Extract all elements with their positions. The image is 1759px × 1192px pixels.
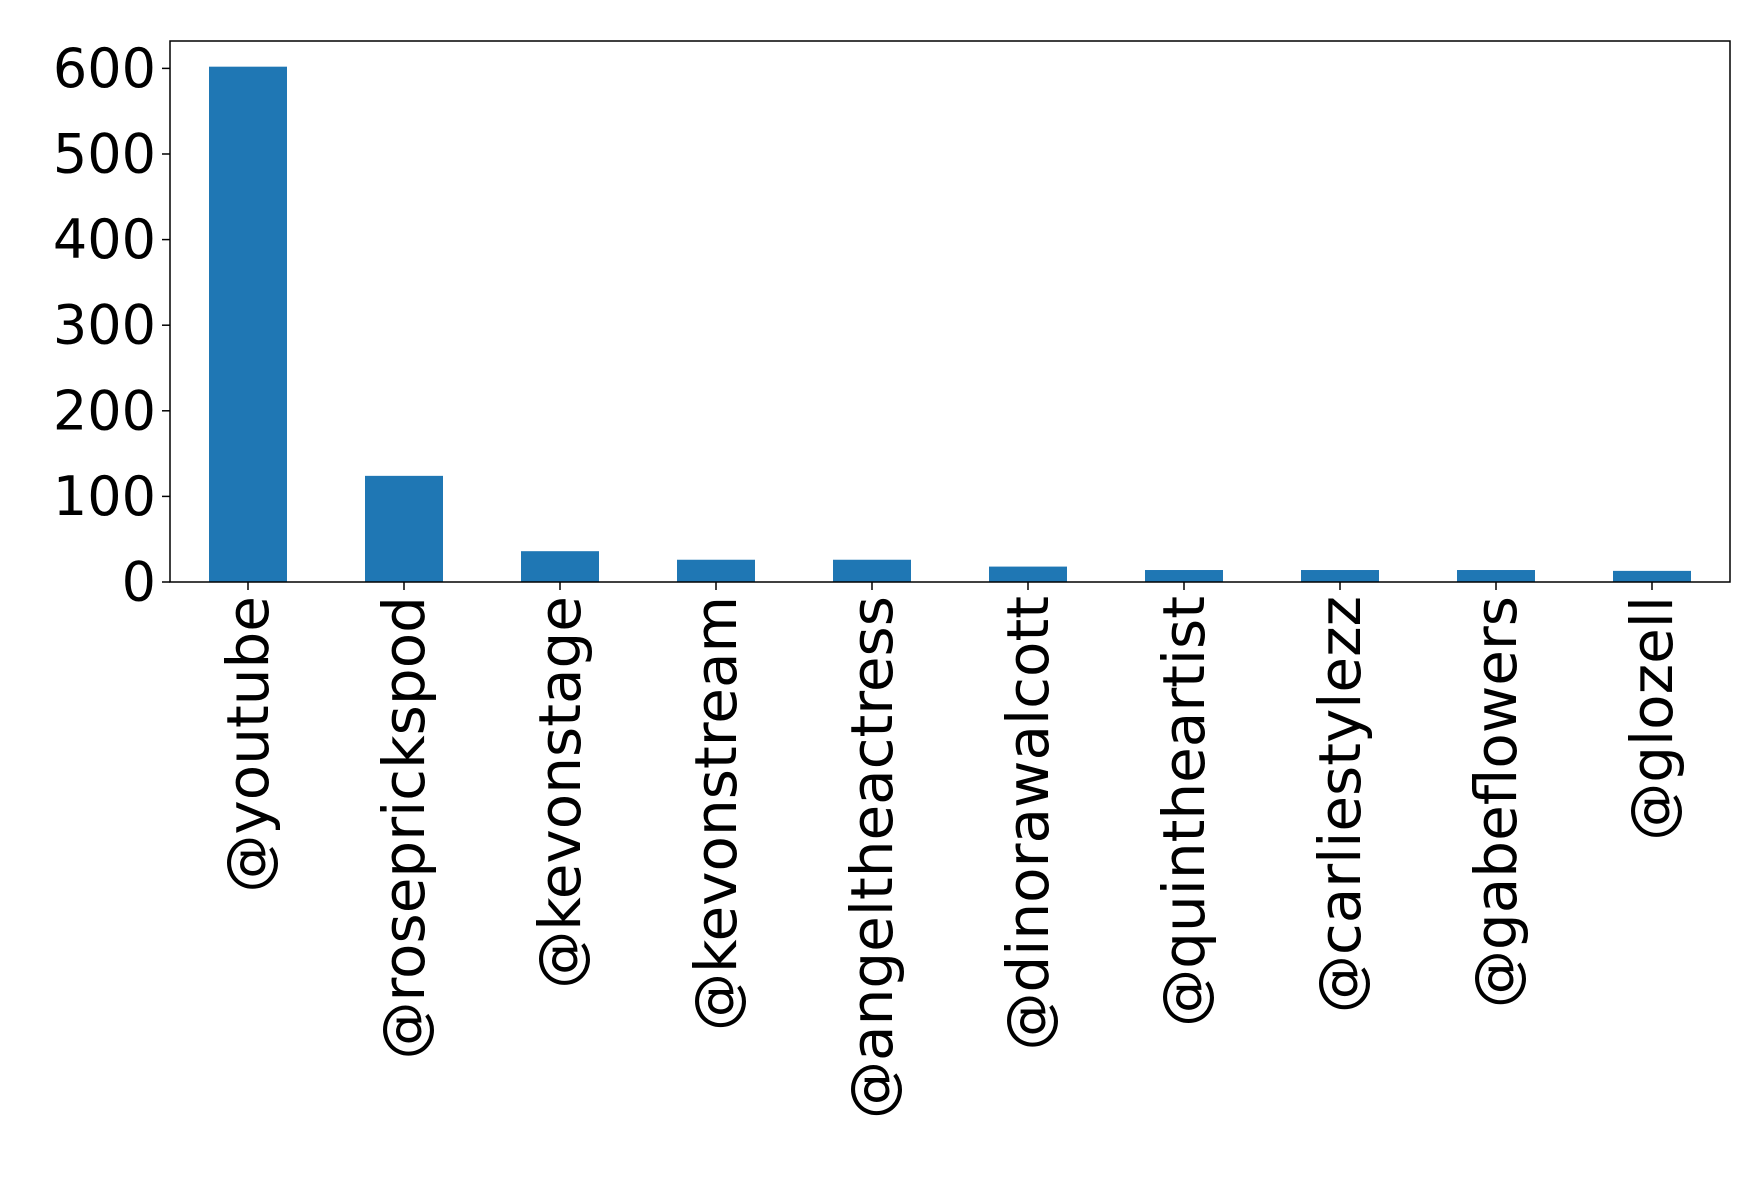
y-tick-label: 600 (53, 37, 156, 100)
x-tick-label: @quintheartist (1150, 596, 1218, 1027)
y-tick-label: 300 (53, 294, 156, 357)
y-tick-label: 200 (53, 379, 156, 442)
bar-roseprickspod (365, 475, 443, 582)
bar-youtube (209, 66, 287, 583)
bar-glozell (1613, 570, 1691, 582)
y-tick-label: 100 (53, 465, 156, 528)
x-tick-label: @dinorawalcott (994, 596, 1062, 1051)
bar-angeltheactress (833, 559, 911, 582)
y-tick-label: 400 (53, 208, 156, 271)
bar-kevonstage (521, 551, 599, 582)
y-ticks-group: 0 100 200 300 400 500 600 (53, 37, 170, 614)
x-tick-label: @carliestylezz (1306, 596, 1374, 1013)
y-tick-label: 500 (53, 122, 156, 185)
bar-quintheartist (1145, 570, 1223, 582)
x-tick-label: @kevonstream (682, 596, 750, 1031)
bar-kevonstream (677, 559, 755, 582)
x-tick-label: @youtube (214, 596, 282, 893)
x-tick-label: @roseprickspod (370, 596, 438, 1060)
bar-carliestylezz (1301, 570, 1379, 582)
x-tick-label: @angeltheactress (838, 596, 906, 1119)
bar-gabeflowers (1457, 570, 1535, 582)
bar-dinorawalcott (989, 566, 1067, 582)
x-tick-label: @kevonstage (526, 596, 594, 989)
x-tick-label: @glozell (1618, 596, 1686, 841)
y-tick-label: 0 (122, 551, 156, 614)
plot-frame (169, 40, 1731, 583)
x-tick-label: @gabeflowers (1462, 596, 1530, 1008)
bars-group (209, 66, 1691, 583)
x-ticks-group: @youtube @roseprickspod @kevonstage @kevons… (214, 582, 1686, 1119)
